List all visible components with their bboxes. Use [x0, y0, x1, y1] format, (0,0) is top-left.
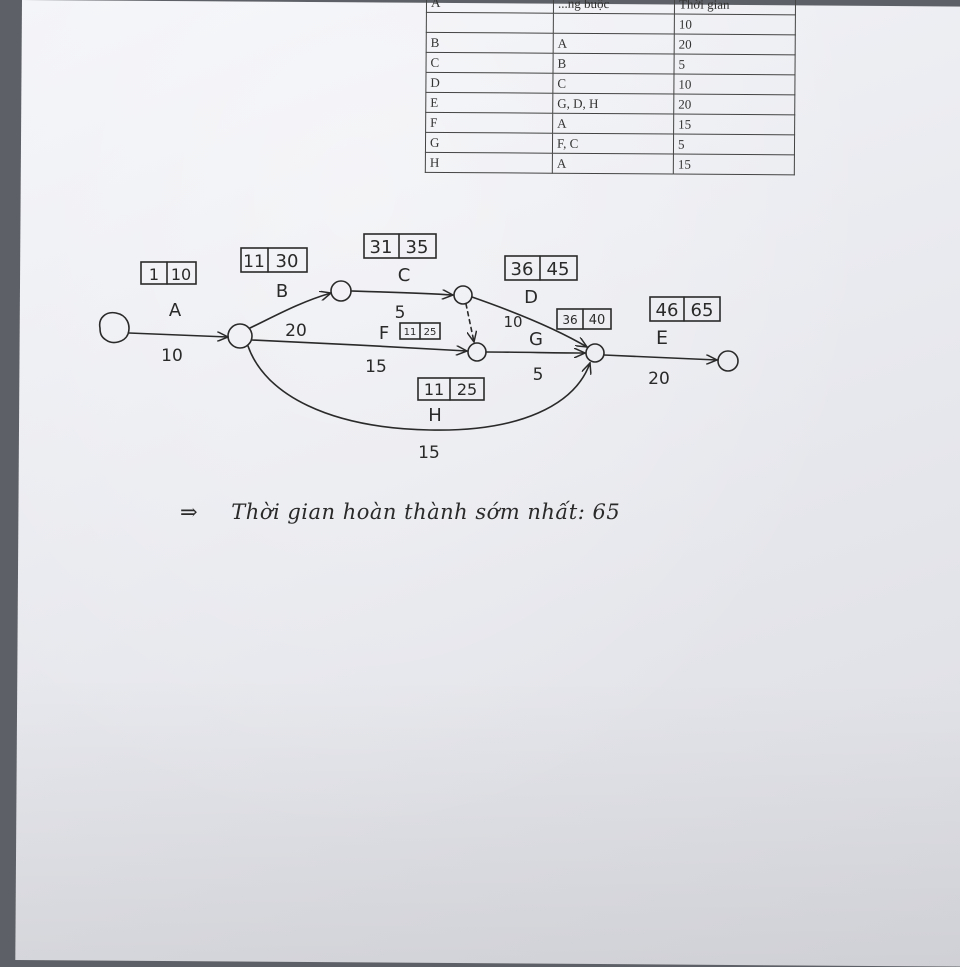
ef-a: 10: [171, 265, 191, 284]
edge-d: [471, 296, 587, 347]
activity-label-e: E: [656, 327, 668, 349]
implies-arrow-icon: ⇒: [180, 500, 199, 524]
time-boxes: [140, 233, 721, 401]
ef-b: 30: [276, 251, 299, 272]
event-node-3: [330, 280, 352, 302]
time-box-f: [399, 322, 441, 340]
es-g: 36: [562, 313, 577, 327]
activity-label-f: F: [379, 323, 389, 344]
conclusion-line: ⇒ Thời gian hoàn thành sớm nhất: 65: [180, 500, 620, 524]
end-node: [717, 350, 739, 372]
time-box-d: [504, 255, 578, 281]
activity-label-g: G: [529, 329, 543, 350]
es-c: 31: [370, 237, 393, 258]
ef-f: 25: [424, 327, 437, 338]
duration-e: 20: [648, 369, 670, 389]
es-a: 1: [149, 265, 159, 284]
duration-f: 15: [365, 357, 387, 377]
ef-c: 35: [406, 237, 429, 258]
time-box-e: [649, 296, 721, 322]
edge-dummy: [465, 303, 474, 342]
event-node-2: [227, 323, 253, 349]
duration-c: 5: [395, 303, 406, 323]
es-f: 11: [404, 327, 417, 338]
time-box-h: [417, 377, 485, 401]
edge-h: [247, 345, 590, 431]
edge-c: [350, 291, 453, 295]
activity-label-d: D: [524, 287, 538, 308]
es-b: 11: [243, 252, 265, 272]
activity-label-b: B: [276, 281, 288, 302]
start-node: [98, 311, 130, 344]
duration-b: 20: [285, 321, 307, 341]
event-node-5: [467, 342, 487, 362]
time-box-c: [363, 233, 437, 259]
activity-labels: A B C D F G H E: [169, 265, 668, 426]
time-box-b: [240, 247, 308, 273]
duration-labels: 10 20 5 10 15 5 15 20: [161, 303, 670, 463]
duration-a: 10: [161, 346, 183, 366]
ef-d: 45: [547, 259, 570, 280]
edge-a: [128, 333, 228, 337]
es-e: 46: [656, 300, 679, 321]
activity-label-a: A: [169, 300, 182, 321]
duration-h: 15: [418, 443, 440, 463]
es-d: 36: [511, 259, 534, 280]
diagram-nodes: [98, 280, 739, 372]
ef-g: 40: [589, 313, 606, 328]
time-box-values: 1 10 11 30 31 35 36 45 11 25 36 40 11 25…: [149, 237, 714, 399]
edge-f: [251, 339, 467, 351]
edge-b: [249, 293, 331, 329]
es-h: 11: [424, 380, 444, 399]
conclusion-text: Thời gian hoàn thành sớm nhất: 65: [231, 500, 621, 524]
diagram-edges: [128, 291, 717, 431]
duration-g: 5: [533, 365, 544, 385]
ef-h: 25: [457, 380, 477, 399]
event-node-4: [453, 285, 473, 305]
duration-d: 10: [503, 313, 522, 331]
activity-label-h: H: [428, 405, 442, 426]
edge-g: [485, 352, 585, 353]
event-node-6: [585, 343, 605, 363]
time-box-a: [140, 261, 197, 285]
time-box-g: [556, 308, 612, 330]
edge-e: [603, 354, 717, 360]
activity-label-c: C: [398, 265, 411, 286]
ef-e: 65: [691, 300, 714, 321]
